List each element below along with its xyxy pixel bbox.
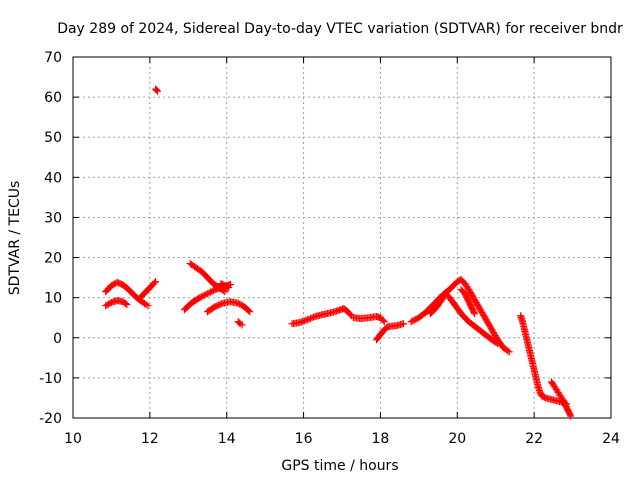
data-point bbox=[380, 318, 388, 326]
data-point bbox=[223, 283, 231, 291]
data-point bbox=[217, 300, 225, 308]
data-point bbox=[494, 340, 502, 348]
series-arc-15 bbox=[457, 286, 479, 318]
series-arc-6 bbox=[186, 260, 229, 296]
x-tick-label: 10 bbox=[64, 431, 82, 447]
data-point bbox=[200, 291, 208, 299]
data-point bbox=[150, 279, 158, 287]
series-arc-2 bbox=[102, 296, 131, 310]
y-tick-label: 50 bbox=[44, 130, 62, 146]
data-point bbox=[211, 302, 219, 310]
data-point bbox=[210, 286, 218, 294]
y-tick-label: 10 bbox=[44, 291, 62, 307]
x-tick-label: 14 bbox=[218, 431, 236, 447]
data-point bbox=[410, 316, 418, 324]
x-tick-label: 20 bbox=[448, 431, 466, 447]
series-arc-7 bbox=[217, 280, 233, 292]
grid bbox=[73, 57, 611, 418]
data-point bbox=[567, 412, 575, 420]
y-axis-label: SDTVAR / TECUs bbox=[7, 181, 23, 296]
data-point bbox=[303, 316, 311, 324]
data-point bbox=[199, 292, 207, 300]
data-point bbox=[153, 86, 161, 94]
data-point bbox=[214, 301, 222, 309]
axis-ticks bbox=[72, 56, 612, 419]
x-tick-label: 16 bbox=[295, 431, 313, 447]
x-tick-labels: 10 12 14 16 18 20 22 24 bbox=[64, 431, 620, 447]
y-tick-label: 20 bbox=[44, 251, 62, 267]
x-tick-label: 12 bbox=[141, 431, 159, 447]
data-point bbox=[216, 301, 224, 309]
data-point bbox=[246, 308, 254, 316]
y-tick-labels: -20 -10 0 10 20 30 40 50 60 70 bbox=[39, 50, 62, 427]
series-arc-12 bbox=[373, 320, 407, 344]
data-point bbox=[346, 310, 354, 318]
data-point bbox=[566, 411, 574, 419]
data-point bbox=[221, 288, 229, 296]
data-marks bbox=[102, 85, 575, 420]
data-point bbox=[205, 289, 213, 297]
data-point bbox=[412, 315, 420, 323]
data-point bbox=[471, 310, 479, 318]
data-point bbox=[305, 315, 313, 323]
y-tick-label: 70 bbox=[44, 50, 62, 66]
x-tick-label: 18 bbox=[372, 431, 390, 447]
x-tick-label: 24 bbox=[602, 431, 620, 447]
series-arc-17 bbox=[547, 378, 575, 420]
series-arc-14 bbox=[426, 290, 502, 348]
data-point bbox=[492, 339, 500, 347]
data-point bbox=[379, 316, 387, 324]
chart-title: Day 289 of 2024, Sidereal Day-to-day VTE… bbox=[57, 21, 623, 37]
data-point bbox=[504, 347, 512, 355]
data-point bbox=[144, 302, 152, 310]
data-point bbox=[225, 284, 233, 292]
data-point bbox=[245, 307, 253, 315]
y-tick-label: -20 bbox=[39, 411, 62, 427]
series-arc-8 bbox=[204, 298, 254, 316]
data-point bbox=[123, 300, 131, 308]
y-tick-label: 0 bbox=[53, 331, 62, 347]
data-point bbox=[202, 290, 210, 298]
data-point bbox=[470, 308, 478, 316]
series-arc-9 bbox=[234, 318, 246, 329]
data-point bbox=[310, 313, 318, 321]
data-point bbox=[197, 293, 205, 301]
data-point bbox=[308, 314, 316, 322]
x-axis-label: GPS time / hours bbox=[281, 458, 398, 474]
y-tick-label: 30 bbox=[44, 210, 62, 226]
y-tick-label: 40 bbox=[44, 170, 62, 186]
data-point bbox=[208, 287, 216, 295]
data-point bbox=[407, 318, 415, 326]
series-arc-10 bbox=[288, 304, 356, 328]
data-point bbox=[409, 317, 417, 325]
data-point bbox=[238, 321, 246, 329]
series-arc-4 bbox=[152, 85, 162, 95]
y-tick-label: 60 bbox=[44, 90, 62, 106]
data-point bbox=[122, 300, 130, 308]
series-arc-16 bbox=[517, 312, 571, 408]
series-arc-3 bbox=[136, 278, 160, 302]
data-point bbox=[152, 278, 160, 286]
data-point bbox=[204, 290, 211, 298]
data-point bbox=[306, 314, 314, 322]
y-tick-label: -10 bbox=[39, 371, 62, 387]
plot-frame bbox=[72, 56, 612, 419]
series-arc-11 bbox=[350, 313, 388, 326]
data-point bbox=[196, 294, 204, 302]
data-point bbox=[399, 320, 407, 328]
data-point bbox=[154, 87, 162, 95]
data-point bbox=[207, 288, 215, 296]
x-tick-label: 22 bbox=[525, 431, 543, 447]
data-point bbox=[505, 348, 513, 356]
data-point bbox=[213, 302, 221, 310]
